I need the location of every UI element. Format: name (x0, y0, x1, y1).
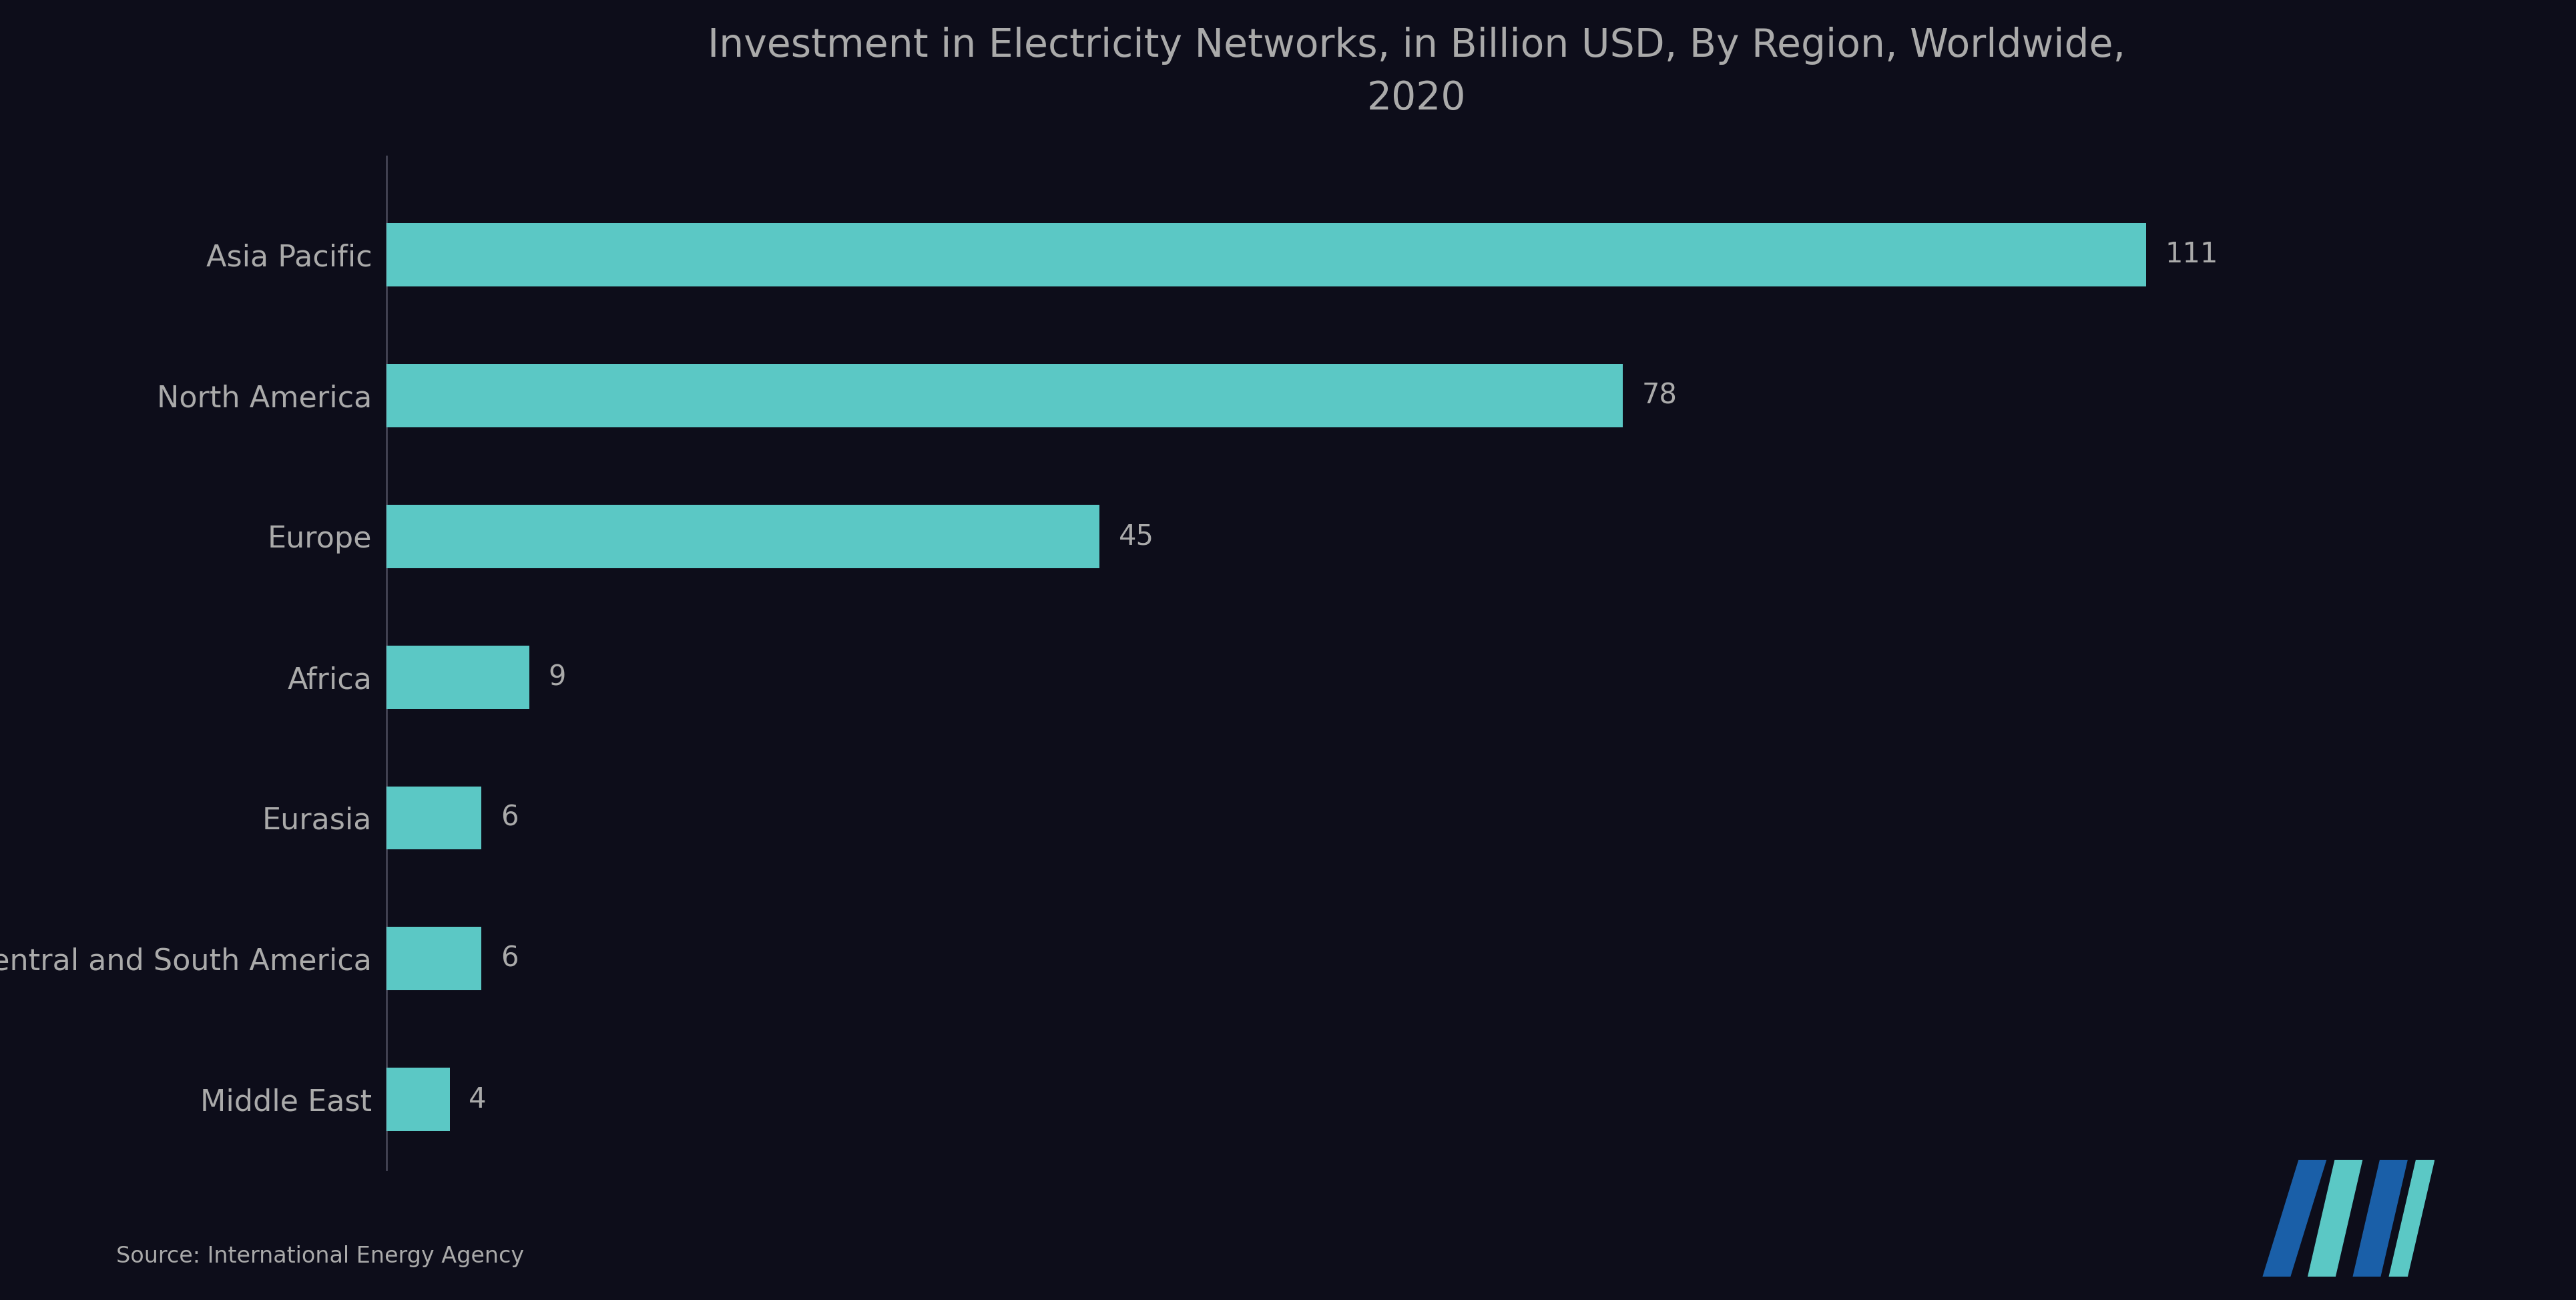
Text: 9: 9 (549, 663, 567, 692)
Bar (386, 645, 528, 708)
Text: Source: International Energy Agency: Source: International Energy Agency (116, 1245, 523, 1268)
Text: 78: 78 (1641, 381, 1677, 410)
Text: 6: 6 (500, 803, 518, 832)
Bar (386, 1067, 451, 1131)
Text: 45: 45 (1118, 523, 1154, 550)
Bar (386, 927, 482, 991)
Text: 6: 6 (500, 945, 518, 972)
Bar (386, 786, 482, 850)
Polygon shape (2262, 1160, 2326, 1277)
Polygon shape (2354, 1160, 2406, 1277)
Polygon shape (2308, 1160, 2362, 1277)
Text: 4: 4 (469, 1086, 487, 1114)
Title: Investment in Electricity Networks, in Billion USD, By Region, Worldwide,
2020: Investment in Electricity Networks, in B… (708, 26, 2125, 117)
Bar (386, 222, 2146, 286)
Bar (386, 504, 1100, 568)
Text: 111: 111 (2164, 240, 2218, 269)
Bar (386, 364, 1623, 428)
Polygon shape (2391, 1160, 2434, 1277)
